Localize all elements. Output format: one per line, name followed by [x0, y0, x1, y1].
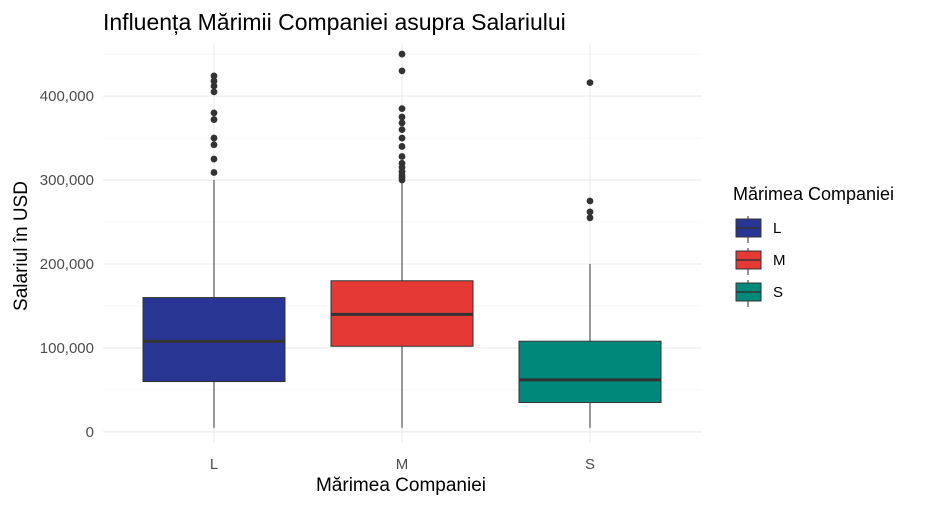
box-body [518, 340, 662, 404]
chart-title: Influența Mărimii Companiei asupra Salar… [103, 9, 566, 35]
y-tick-label: 400,000 [40, 88, 94, 105]
x-axis-title: Mărimea Companiei [316, 475, 486, 496]
outlier-point [210, 134, 218, 142]
outlier-point [210, 109, 218, 117]
y-tick-label: 0 [86, 424, 94, 441]
x-tick-label: L [210, 456, 218, 473]
outlier-point [586, 214, 594, 222]
outlier-point [398, 50, 406, 58]
box-L [142, 72, 286, 428]
box-S [518, 79, 662, 428]
y-axis-title: Salariul în USD [11, 181, 32, 311]
legend-key-S [735, 280, 762, 307]
outlier-point [210, 77, 218, 85]
legend-title: Mărimea Companiei [733, 184, 894, 204]
x-tick-label: M [396, 456, 409, 473]
outlier-point [210, 72, 218, 80]
y-tick-label: 300,000 [40, 172, 94, 189]
outlier-point [398, 119, 406, 127]
boxes [142, 50, 662, 428]
outlier-point [398, 105, 406, 113]
outlier-point [398, 159, 406, 167]
legend-key-L [735, 216, 762, 243]
outlier-point [210, 116, 218, 123]
y-axis-ticks: 0 100,000 200,000 300,000 400,000 [40, 88, 94, 441]
outlier-point [586, 208, 594, 216]
outlier-point [210, 155, 218, 163]
outlier-point [586, 197, 594, 205]
legend-label: S [773, 284, 783, 301]
outlier-point [210, 82, 218, 90]
y-tick-label: 200,000 [40, 256, 94, 273]
outlier-point [210, 88, 218, 96]
legend-label: M [773, 252, 786, 269]
outlier-point [398, 143, 406, 150]
outlier-point [398, 67, 406, 75]
box-M [330, 50, 474, 428]
y-tick-label: 100,000 [40, 340, 94, 357]
outlier-point [398, 126, 406, 134]
outlier-point [398, 113, 406, 121]
outlier-point [210, 141, 218, 149]
x-tick-label: S [585, 456, 595, 473]
legend: Mărimea Companiei LMS [733, 184, 894, 307]
legend-key-M [735, 248, 762, 275]
outlier-point [586, 79, 594, 87]
outlier-point [398, 153, 406, 160]
legend-label: L [773, 220, 781, 237]
box-body [142, 297, 286, 383]
outlier-point [398, 134, 406, 142]
outlier-point [210, 169, 218, 176]
